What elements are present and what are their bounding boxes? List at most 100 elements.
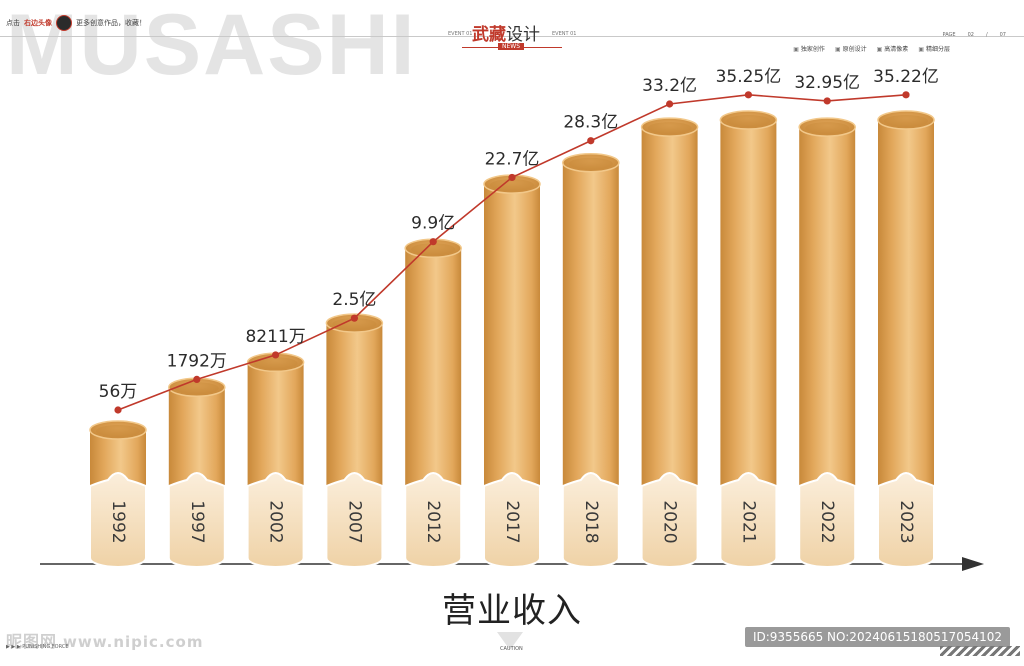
x-tick-label: 2018 xyxy=(581,500,601,543)
bar-top-inner xyxy=(332,318,377,331)
brand-light: 设计 xyxy=(506,25,540,45)
bar: 2018 xyxy=(561,153,620,568)
bar: 2021 xyxy=(719,110,778,568)
x-tick-label: 2012 xyxy=(423,500,443,543)
bar-top-inner xyxy=(174,382,219,395)
data-label: 9.9亿 xyxy=(411,214,455,234)
data-label: 2.5亿 xyxy=(332,290,376,310)
image-id-badge: ID:9355665 NO:20240615180517054102 xyxy=(744,627,1010,647)
page-info: PAGE 02 / 07 xyxy=(943,32,1007,38)
bar-body xyxy=(562,162,619,568)
event-left: EVENT 01 xyxy=(448,31,473,37)
bar-top-inner xyxy=(647,122,692,135)
bar: 2017 xyxy=(483,174,541,568)
brand-bold: 武藏 xyxy=(472,25,506,45)
data-label: 28.3亿 xyxy=(563,113,618,133)
header-divider xyxy=(0,36,1024,37)
bar-top-inner xyxy=(253,357,298,370)
bar-body xyxy=(799,127,856,567)
footer-logo: 昵图网 www.nipic.com xyxy=(6,628,203,652)
feature-tag: 原创设计 xyxy=(835,44,867,53)
feature-tag: 精细分层 xyxy=(918,44,950,53)
data-label: 8211万 xyxy=(245,327,305,347)
bar-top xyxy=(562,153,620,173)
x-tick-label: 2007 xyxy=(344,500,364,543)
bar-base xyxy=(561,472,620,568)
bar-base xyxy=(483,472,541,568)
bar-base xyxy=(719,472,778,568)
page-total: 07 xyxy=(999,32,1006,38)
x-tick-label: 2002 xyxy=(266,500,286,543)
bar-top xyxy=(719,110,778,130)
data-label: 22.7亿 xyxy=(485,149,540,169)
bar-base xyxy=(640,472,699,568)
bar-top-inner xyxy=(568,157,613,170)
axis-arrow-icon xyxy=(962,557,984,571)
line-point xyxy=(666,100,674,108)
bar: 2023 xyxy=(877,110,935,568)
promo-text: 点击 右边头像 更多创意作品，收藏！ xyxy=(6,15,146,31)
bar: 2007 xyxy=(325,313,384,568)
line-point xyxy=(193,375,201,383)
promo-highlight: 右边头像 xyxy=(24,19,52,27)
bar-base xyxy=(89,472,147,568)
data-label: 32.95亿 xyxy=(794,73,860,93)
bar: 1992 xyxy=(89,420,147,568)
bar: 2012 xyxy=(404,238,463,568)
footer-site: www.nipic.com xyxy=(63,633,204,651)
bar-top-inner xyxy=(884,115,928,127)
promo-prefix: 点击 xyxy=(6,19,20,27)
bar-body xyxy=(484,184,540,567)
data-label: 56万 xyxy=(99,382,138,402)
bar-body xyxy=(720,120,777,567)
line-point xyxy=(272,351,280,359)
page-label: PAGE xyxy=(942,32,956,38)
brand-title: 武藏设计 xyxy=(472,20,540,45)
caution-text: CAUTION xyxy=(500,646,523,652)
bar-base xyxy=(798,472,857,568)
x-tick-label: 2020 xyxy=(660,500,680,543)
x-tick-label: 2022 xyxy=(817,500,837,543)
footer-logo-text: 昵图网 xyxy=(6,632,58,651)
decorative-stripes xyxy=(940,646,1020,656)
bar: 2020 xyxy=(640,117,699,568)
bar-top xyxy=(798,117,856,137)
event-right: EVENT 01 xyxy=(552,31,577,37)
bar-base xyxy=(167,472,226,568)
page-separator: / xyxy=(985,32,988,38)
line-point xyxy=(587,137,595,145)
caution-icon xyxy=(497,632,523,650)
page-current: 02 xyxy=(967,32,974,38)
bar-body xyxy=(878,120,934,567)
chart-title: 营业收入 xyxy=(442,591,582,631)
bar-base xyxy=(877,472,935,568)
data-label: 35.22亿 xyxy=(873,67,939,87)
bar-top xyxy=(877,110,935,130)
avatar[interactable] xyxy=(56,15,72,31)
bar-top xyxy=(325,313,384,333)
x-tick-label: 1997 xyxy=(187,500,207,543)
bar-top-inner xyxy=(805,122,850,135)
data-label: 33.2亿 xyxy=(642,76,697,96)
bar-base xyxy=(246,472,305,568)
data-label: 35.25亿 xyxy=(716,67,782,87)
bar-top-inner xyxy=(96,425,140,437)
bar-base xyxy=(325,472,384,568)
line-point xyxy=(902,91,910,99)
line-point xyxy=(429,238,437,246)
x-tick-label: 2021 xyxy=(738,500,758,543)
bar-top-inner xyxy=(490,179,534,192)
x-tick-label: 1992 xyxy=(108,500,128,543)
bar-body xyxy=(641,127,698,567)
news-badge: NEWS xyxy=(498,43,525,50)
line-point xyxy=(744,91,753,99)
watermark-title: MUSASHI xyxy=(6,0,417,93)
line-point xyxy=(350,314,358,322)
bar-top-inner xyxy=(726,115,771,127)
line-point xyxy=(114,406,122,414)
bar: 1997 xyxy=(167,377,226,568)
bar: 2022 xyxy=(798,117,857,568)
line-point xyxy=(508,173,516,182)
feature-tag: 独家创作 xyxy=(793,44,825,53)
